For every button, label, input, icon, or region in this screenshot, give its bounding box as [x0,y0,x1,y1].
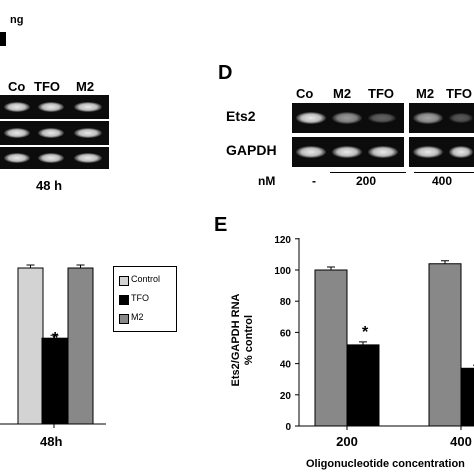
panel-e-x-label: Oligonucleotide concentration [306,458,465,470]
panel-d-lane-tfo-a: TFO [368,86,394,101]
panel-e-y-tick-label: 120 [274,235,291,246]
panel-d-nm-200: 200 [356,174,377,188]
panel-c-gel-row-3 [0,147,109,169]
panel-d-lane-co: Co [296,86,314,101]
panel-e-y-tick-label: 0 [285,422,291,433]
bottom-left-x-label: 48h [40,434,63,449]
panel-e-bar-tfo-200 [346,344,380,427]
legend-label-m2: M2 [131,312,144,322]
panel-e-x-tick-label: 200 [336,434,358,449]
panel-d-gel-ets2-group1 [292,103,404,133]
panel-e-bar-m2-200 [314,269,348,427]
panel-e-star: * [362,324,369,341]
panel-d-gel-ets2-group2 [409,103,474,133]
legend-swatch-tfo [119,295,129,305]
panel-d-lane-m2-b: M2 [416,86,435,101]
panel-e-bar-m2-400 [428,263,462,427]
panel-d-row-label-gapdh: GAPDH [226,142,277,158]
panel-d-gel-gapdh-group1 [292,137,404,167]
panel-c-time-label: 48 h [36,178,63,193]
panel-d-gel-gapdh-group2 [409,137,474,167]
panel-c-gel-row-2 [0,121,109,145]
panel-d-nm-400: 400 [432,174,453,188]
legend-swatch-m2 [119,314,129,324]
panel-d-bracket-200 [330,172,406,173]
panel-c-lane-tfo: TFO [34,79,60,94]
panel-e-x-tick-label: 400 [450,434,472,449]
bottom-left-legend: Control TFO M2 [113,266,177,332]
bottom-left-bar-m2 [67,267,94,425]
top-left-fragment-label: ng [10,14,24,26]
panel-e-bar-tfo-400 [460,367,474,427]
panel-e-y-tick-label: 40 [280,360,292,371]
panel-c-gel-row-1 [0,95,109,119]
panel-d-letter: D [218,62,233,84]
panel-e-letter: E [214,214,228,236]
legend-label-control: Control [131,274,161,284]
panel-e-y-tick-label: 100 [274,266,291,277]
panel-d-nm-none: - [312,174,316,188]
top-left-black-fragment [0,32,6,46]
panel-c-lane-co: Co [8,79,26,94]
panel-d-nm-label: nM [258,174,276,188]
panel-d-lane-m2-a: M2 [333,86,352,101]
panel-e-y-tick-label: 60 [280,328,292,339]
panel-c-lane-m2: M2 [76,79,95,94]
legend-label-tfo: TFO [131,293,149,303]
panel-e-y-tick-label: 80 [280,297,292,308]
panel-d-row-label-ets2: Ets2 [226,108,256,124]
panel-d-bracket-400 [414,172,474,173]
bottom-left-bar-tfo [41,337,68,425]
panel-d-lane-tfo-b: TFO [446,86,472,101]
panel-e-y-tick-label: 20 [280,391,292,402]
bottom-left-star: * [52,330,59,347]
legend-swatch-control [119,276,129,286]
